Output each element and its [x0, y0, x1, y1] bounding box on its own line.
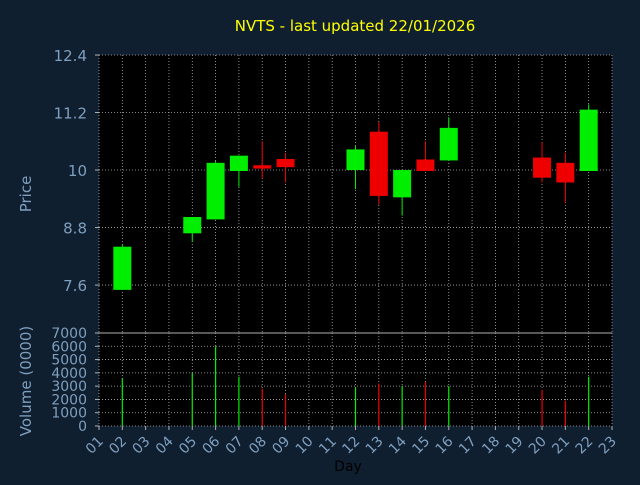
candle-body: [229, 155, 248, 171]
candle: [416, 141, 435, 171]
candle-body: [556, 162, 575, 183]
candle: [439, 117, 458, 161]
price-panel: 7.6 8.8 10 11.2 12.4 Price: [17, 47, 613, 333]
candle-body: [533, 157, 552, 178]
candle-body: [183, 217, 202, 234]
volume-tick-label: 6000: [51, 339, 87, 355]
candle-body: [206, 162, 225, 220]
candle: [369, 122, 388, 205]
candle: [346, 146, 365, 190]
candle: [183, 217, 202, 242]
candle: [533, 142, 552, 183]
candle: [229, 155, 248, 187]
candle: [579, 104, 598, 171]
day-axis-label: Day: [334, 459, 362, 475]
price-y-ticks: 7.6 8.8 10 11.2 12.4: [54, 47, 99, 295]
price-tick-label: 11.2: [54, 105, 87, 123]
candle-body: [393, 170, 412, 198]
price-grid: [98, 54, 613, 333]
volume-tick-label: 7000: [51, 326, 87, 342]
price-tick-label: 10: [68, 162, 87, 180]
volume-tick-label: 4000: [51, 366, 87, 382]
candle-body: [253, 165, 272, 169]
candle-body: [369, 131, 388, 196]
candle-body: [346, 149, 365, 171]
volume-tick-label: 5000: [51, 353, 87, 369]
price-tick-label: 7.6: [63, 277, 87, 295]
candle-body: [416, 159, 435, 171]
candle-body: [276, 159, 295, 168]
candle: [253, 141, 272, 179]
volume-axis-label: Volume (0000): [17, 326, 35, 436]
candles: [113, 104, 598, 290]
volume-tick-label: 0: [78, 419, 87, 435]
candle: [113, 244, 132, 290]
candle: [276, 152, 295, 183]
candle-body: [113, 246, 132, 290]
candle: [393, 170, 412, 216]
volume-bars: [121, 346, 590, 426]
volume-tick-label: 3000: [51, 379, 87, 395]
price-tick-label: 12.4: [54, 47, 87, 65]
volume-tick-label: 1000: [51, 406, 87, 422]
candle-body: [579, 109, 598, 171]
candle-body: [439, 127, 458, 161]
price-tick-label: 8.8: [63, 220, 87, 238]
chart-title: NVTS - last updated 22/01/2026: [235, 17, 476, 35]
volume-tick-label: 2000: [51, 392, 87, 408]
candle: [206, 160, 225, 220]
candle: [556, 152, 575, 203]
volume-grid: [98, 332, 613, 427]
price-axis-label: Price: [17, 176, 35, 213]
